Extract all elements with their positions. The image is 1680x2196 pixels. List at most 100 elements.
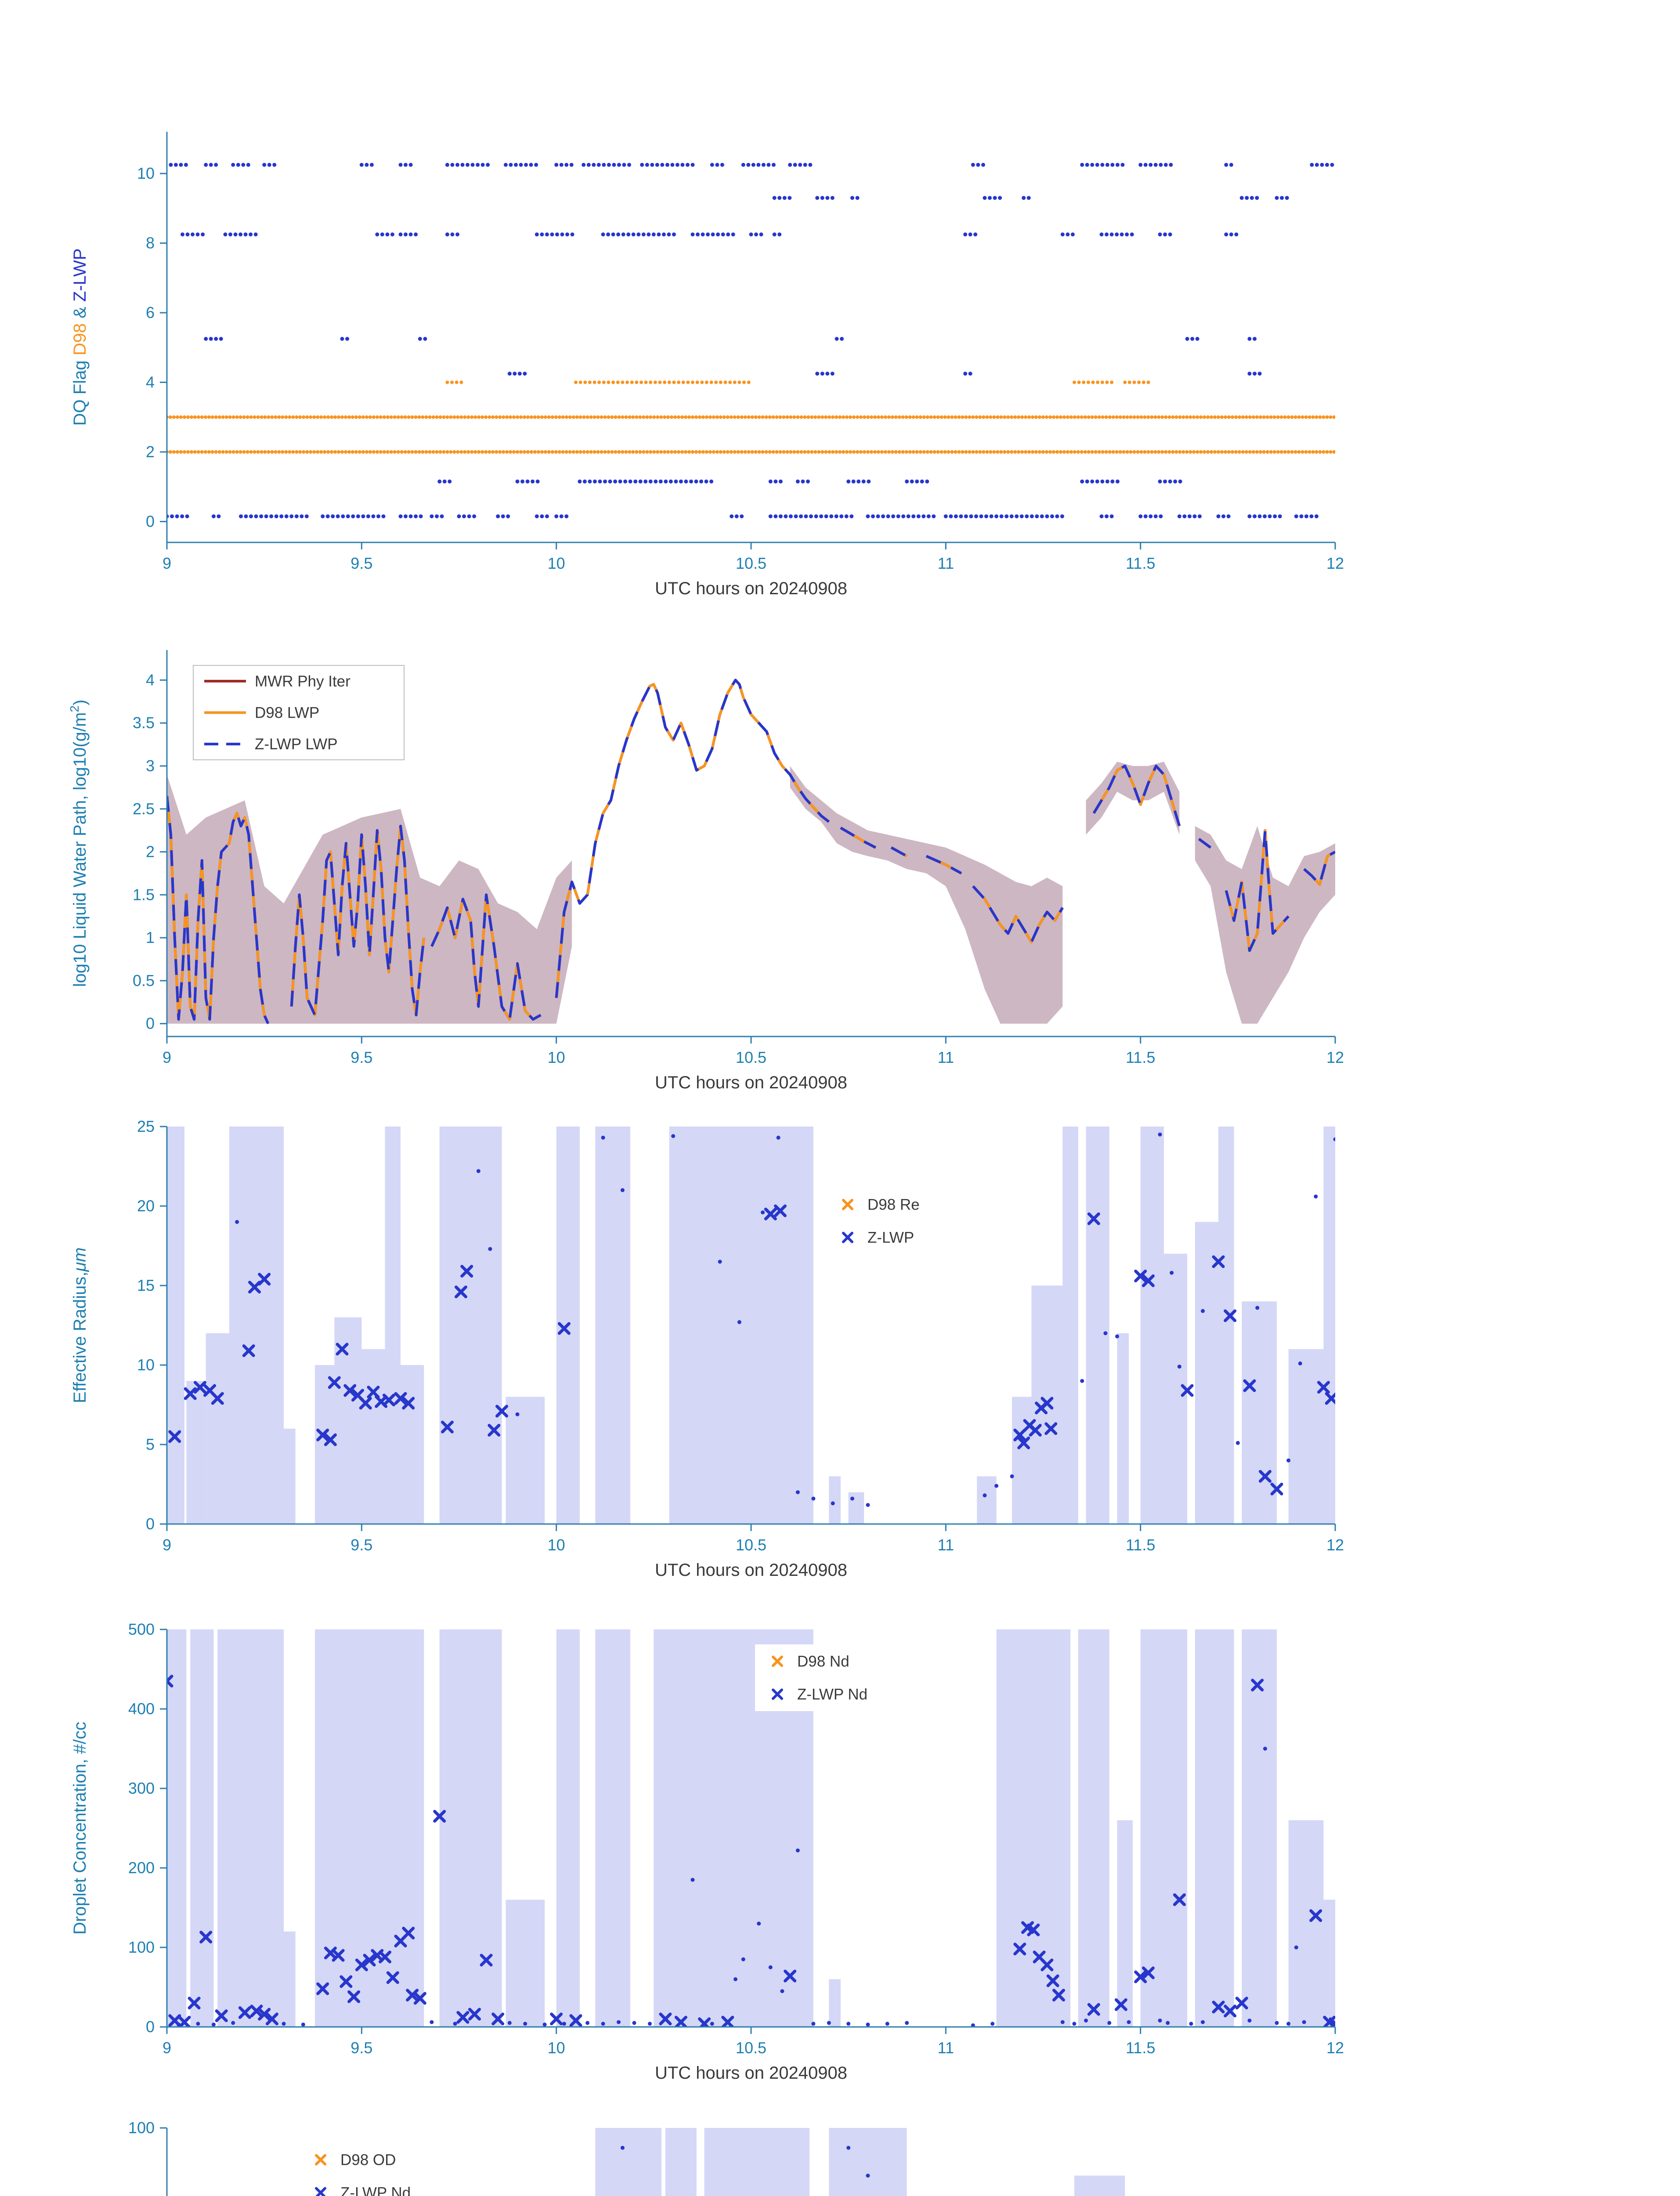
lwp-ylabel: log10 Liquid Water Path, log10(g/m2) [68,700,90,987]
uncertainty-band [1117,1333,1129,1524]
y-tick-label: 0 [146,1015,155,1033]
x-tick-label: 9 [163,1048,171,1066]
x-tick-label: 11 [938,1048,954,1066]
y-tick-label: 25 [137,1117,155,1135]
uncertainty-band [665,2128,697,2196]
z-lwp-line [167,679,1335,1024]
lwp-legend: MWR Phy Iter D98 LWP Z-LWP LWP [193,665,405,760]
dq-flag-xlabel: UTC hours on 20240908 [655,579,847,598]
y-tick-label: 2.5 [133,800,155,818]
x-tick-label: 10.5 [736,1048,766,1066]
uncertainty-band [506,1397,545,1524]
droplet-concentration-plot-area [167,1629,1335,2027]
uncertainty-band [1288,1820,1324,2027]
legend-label: D98 Nd [797,1653,849,1670]
uncertainty-band [829,1476,841,1524]
uncertainty-band [190,1629,214,2027]
x-tick-label: 12 [1326,1536,1344,1554]
uncertainty-band [167,1127,184,1524]
uncertainty-band [1117,1820,1133,2027]
effective-radius-plot-area [167,1127,1335,1524]
x-tick-label: 11 [938,2039,954,2057]
uncertainty-band [1086,762,1180,835]
y-tick-label: 3.5 [133,714,155,732]
y-tick-label: 5 [146,1435,155,1453]
uncertainty-band [361,1349,385,1524]
y-tick-label: 500 [128,1620,155,1638]
y-tick-label: 300 [128,1779,155,1797]
uncertainty-band [334,1317,362,1524]
x-tick-label: 10 [548,1536,565,1554]
legend-label: Z-LWP Nd [340,2185,411,2196]
uncertainty-band [385,1127,401,1524]
uncertainty-band [1078,1629,1109,2027]
uncertainty-band [401,1365,424,1524]
uncertainty-band [996,1629,1071,2027]
x-tick-label: 12 [1326,2039,1344,2057]
uncertainty-band [1242,1301,1277,1524]
uncertainty-band [1195,1629,1234,2027]
uncertainty-band [595,1629,631,2027]
x-tick-label: 9 [163,1536,171,1554]
legend-label: Z-LWP [867,1229,914,1246]
y-tick-label: 4 [146,373,155,391]
panel-effective-radius: 9 9.5 10 10.5 11 11.5 12 0 5 10 15 20 25 UTC hours on… [70,1117,1344,1580]
x-tick-label: 11 [938,1536,954,1554]
y-tick-label: 0.5 [133,972,155,990]
uncertainty-band [1074,2175,1125,2196]
panel-droplet-concentration: 9 9.5 10 10.5 11 11.5 12 0 100 200 300 400 500 UTC ho… [70,1620,1344,2083]
x-tick-label: 11.5 [1126,2039,1155,2057]
uncertainty-band [595,2128,661,2196]
uncertainty-band [1012,1397,1032,1524]
uncertainty-band [284,1428,296,1524]
x-tick-label: 12 [1326,554,1344,572]
y-tick-label: 0 [146,512,155,530]
uncertainty-band [1062,1127,1078,1524]
uncertainty-band [1163,1253,1188,1524]
uncertainty-band [439,1629,502,2027]
y-tick-label: 10 [137,164,155,182]
y-tick-label: 20 [137,1197,155,1215]
uncertainty-band [284,1931,296,2027]
uncertainty-band [506,1900,545,2027]
x-tick-label: 11.5 [1126,1048,1155,1066]
y-tick-label: 1.5 [133,885,155,903]
legend-label: Z-LWP LWP [255,736,338,753]
effective-radius-ylabel: Effective Radius,μm [70,1247,90,1403]
uncertainty-band [439,1127,502,1524]
uncertainty-band [556,1629,580,2027]
y-tick-label: 1 [146,928,155,946]
uncertainty-band [1323,1127,1335,1524]
uncertainty-band [314,1629,424,2027]
x-tick-label: 11.5 [1126,1536,1155,1554]
droplet-concentration-ylabel: Droplet Concentration, #/cc [70,1722,90,1935]
uncertainty-band [217,1629,284,2027]
uncertainty-band [1323,1900,1335,2027]
uncertainty-band [1288,1349,1324,1524]
y-tick-label: 10 [137,1356,155,1374]
x-tick-label: 10 [548,2039,565,2057]
panel-dq-flag: 9 9.5 10 10.5 11 11.5 12 0 2 4 6 8 10 UTC hours on 20… [70,132,1344,598]
x-tick-label: 9.5 [350,2039,372,2057]
uncertainty-band [1086,1127,1109,1524]
dq-flag-plot-area [167,163,1335,519]
y-tick-label: 15 [137,1276,155,1294]
y-tick-label: 0 [146,2018,155,2036]
effective-radius-legend: D98 Re Z-LWP [825,1188,1015,1254]
x-tick-label: 11 [938,554,954,572]
lwp-xlabel: UTC hours on 20240908 [655,1073,847,1092]
uncertainty-band [829,1979,841,2027]
y-tick-label: 200 [128,1859,155,1877]
y-tick-label: 3 [146,757,155,775]
x-tick-label: 9.5 [350,1048,372,1066]
y-tick-label: 0 [146,1515,155,1533]
legend-label: D98 Re [867,1196,920,1214]
uncertainty-band [229,1127,284,1524]
x-tick-label: 10 [548,1048,565,1066]
uncertainty-band [1218,1127,1234,1524]
uncertainty-band [1140,1629,1188,2027]
y-tick-label: 4 [146,671,155,689]
